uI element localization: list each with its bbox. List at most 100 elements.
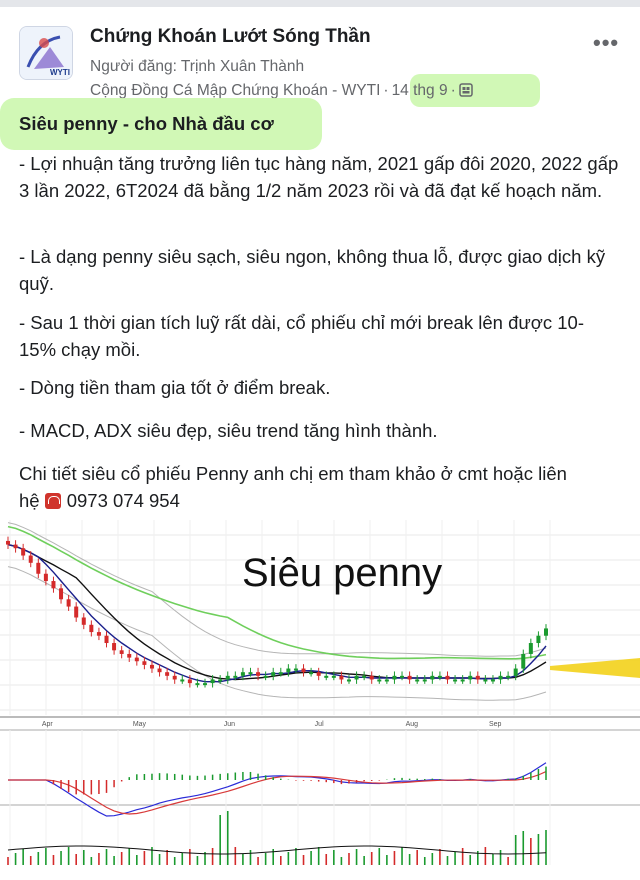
post-date[interactable]: 14 thg 9 — [391, 82, 448, 99]
candle — [369, 675, 374, 680]
stock-chart-image[interactable]: Apr May Jun Jul Aug Sep Siêu penny — [0, 520, 640, 875]
candle — [218, 679, 223, 682]
candle — [400, 675, 405, 678]
candle — [43, 573, 48, 582]
candle — [21, 548, 26, 556]
candle — [286, 668, 291, 673]
candle — [89, 624, 94, 633]
highlight-date — [410, 74, 540, 107]
candle — [263, 675, 268, 678]
candle — [384, 679, 389, 682]
candle — [437, 675, 442, 678]
candle — [127, 653, 132, 658]
page-avatar[interactable]: WYTI — [19, 26, 73, 80]
candles — [6, 536, 548, 688]
candle — [354, 675, 359, 680]
telephone-icon — [44, 493, 61, 509]
month-label: Jul — [315, 721, 324, 728]
post-paragraph: - Lợi nhuận tăng trưởng liên tục hàng nă… — [19, 153, 619, 201]
candle — [187, 679, 192, 684]
group-audience-icon — [459, 83, 473, 102]
candle — [475, 675, 480, 680]
candle — [468, 675, 473, 680]
avatar-text: WYTI — [50, 68, 70, 77]
poster-name[interactable]: Người đăng: Trịnh Xuân Thành — [90, 58, 305, 75]
candle — [293, 668, 298, 671]
candle — [240, 672, 245, 676]
candle — [256, 672, 261, 676]
candle — [142, 661, 147, 665]
candle — [430, 675, 435, 680]
group-link[interactable]: Cộng Đồng Cá Mập Chứng Khoán - WYTI — [90, 82, 381, 99]
candle — [513, 668, 518, 676]
chart-title: Siêu penny — [242, 551, 442, 595]
candle — [544, 628, 548, 636]
chart-grid — [0, 520, 640, 865]
candle — [6, 540, 10, 545]
candle — [172, 675, 177, 680]
post-paragraph: - MACD, ADX siêu đẹp, siêu trend tăng hì… — [19, 420, 438, 441]
candle — [331, 675, 336, 678]
candle — [233, 675, 238, 678]
candle — [119, 650, 124, 654]
contact-prefix: hệ — [19, 490, 40, 511]
candle — [339, 675, 344, 680]
candle — [445, 675, 450, 680]
candle — [112, 643, 117, 651]
contact-line: hệ 0973 074 954 — [19, 487, 619, 514]
month-label: Aug — [406, 721, 419, 728]
candle — [248, 672, 253, 675]
volume-average-line — [7, 845, 547, 855]
candle — [13, 544, 18, 549]
candle — [104, 635, 109, 644]
macd-panel — [8, 762, 547, 817]
candle — [36, 562, 41, 574]
month-label: Sep — [489, 721, 502, 728]
candle — [165, 672, 170, 676]
highlight-title — [0, 98, 322, 150]
post-paragraph: - Dòng tiền tham gia tốt ở điểm break. — [19, 377, 331, 398]
candle — [157, 668, 162, 673]
candle — [309, 672, 314, 675]
candle — [301, 668, 306, 673]
candle — [134, 657, 139, 662]
post-paragraph: - Là dạng penny siêu sạch, siêu ngon, kh… — [19, 246, 606, 294]
wyti-logo-icon: WYTI — [20, 27, 72, 79]
moving-averages — [7, 525, 547, 683]
volume-panel — [7, 811, 547, 865]
ma-short-line — [7, 543, 547, 683]
post-paragraph: Chi tiết siêu cổ phiếu Penny anh chị em … — [19, 463, 567, 484]
month-label: Apr — [42, 721, 54, 728]
candle — [415, 679, 420, 682]
candle — [377, 679, 382, 682]
candle — [521, 653, 526, 669]
band-upper — [7, 522, 547, 657]
candle — [536, 635, 541, 644]
candle — [180, 679, 185, 682]
candle — [392, 675, 397, 680]
candle — [28, 555, 33, 563]
candle — [346, 679, 351, 682]
candle — [59, 588, 64, 600]
candle — [483, 679, 488, 682]
candle — [74, 606, 79, 618]
month-label: Jun — [224, 721, 235, 728]
page-name[interactable]: Chứng Khoán Lướt Sóng Thần — [90, 26, 371, 47]
post-title: Siêu penny - cho Nhà đầu cơ — [19, 113, 274, 134]
candle — [422, 679, 427, 682]
band-lower — [7, 566, 547, 701]
candle — [195, 683, 200, 686]
month-label: May — [133, 721, 147, 728]
price-band — [7, 522, 547, 701]
more-options-button[interactable]: ••• — [593, 30, 620, 55]
meta-separator: · — [383, 82, 389, 99]
candle — [362, 675, 367, 678]
ma-long-line — [7, 525, 547, 660]
candle — [96, 632, 101, 636]
meta-separator: · — [450, 82, 456, 99]
candle — [316, 672, 321, 676]
candle — [407, 675, 412, 680]
candle — [278, 672, 283, 675]
phone-number[interactable]: 0973 074 954 — [66, 490, 180, 511]
candle — [453, 679, 458, 682]
